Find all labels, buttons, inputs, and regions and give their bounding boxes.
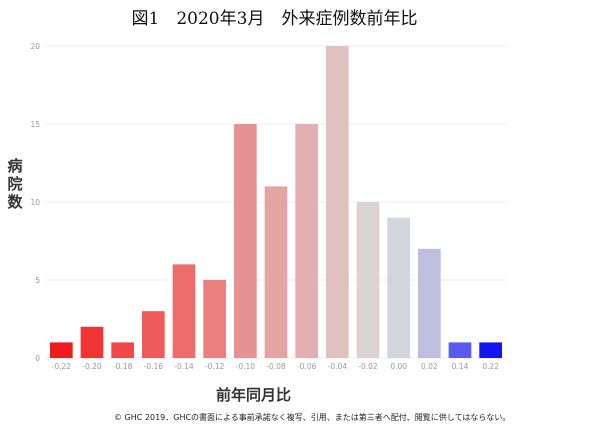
x-tick-label: 0.02 (421, 362, 438, 371)
y-tick-label: 15 (30, 120, 40, 129)
bar (356, 202, 380, 358)
x-tick-label: -0.04 (328, 362, 348, 371)
x-tick-label: -0.20 (82, 362, 102, 371)
x-tick-label: 0.22 (482, 362, 499, 371)
bar (417, 248, 441, 358)
x-axis-ticks: -0.22 -0.20 -0.18 -0.16 -0.14 -0.12 -0.10 -0.08… (52, 362, 500, 371)
x-tick-label: -0.08 (266, 362, 286, 371)
x-tick-label: -0.06 (297, 362, 317, 371)
x-tick-label: -0.16 (144, 362, 164, 371)
bars (49, 46, 503, 358)
bar (111, 342, 135, 358)
x-tick-label: -0.14 (174, 362, 194, 371)
x-tick-label: -0.02 (358, 362, 378, 371)
x-tick-label: 0.14 (452, 362, 469, 371)
x-tick-label: -0.12 (205, 362, 225, 371)
bar (203, 280, 227, 358)
chart-title: 図1 2020年3月 外来症例数前年比 (131, 9, 418, 29)
y-axis-label: 病院数 (7, 157, 23, 211)
y-tick-label: 10 (30, 198, 40, 207)
x-axis-label: 前年同月比 (216, 386, 292, 404)
bar (387, 217, 411, 358)
bar (233, 124, 257, 358)
copyright-notice: © GHC 2019．GHCの書面による事前承諾なく複写、引用、または第三者へ配… (114, 413, 511, 422)
x-tick-label: -0.18 (113, 362, 133, 371)
bar (295, 124, 319, 358)
bar (172, 264, 196, 358)
bar (80, 326, 104, 358)
y-tick-label: 5 (35, 276, 40, 285)
bar (49, 342, 73, 358)
x-tick-label: 0.00 (390, 362, 407, 371)
bar (448, 342, 472, 358)
y-axis-ticks: 0 5 10 15 20 (30, 42, 40, 363)
bar (325, 46, 349, 358)
x-tick-label: -0.22 (52, 362, 72, 371)
y-tick-label: 20 (30, 42, 40, 51)
bar (479, 342, 503, 358)
x-tick-label: -0.10 (236, 362, 256, 371)
bar (141, 311, 165, 358)
bar (264, 186, 288, 358)
y-tick-label: 0 (35, 354, 40, 363)
